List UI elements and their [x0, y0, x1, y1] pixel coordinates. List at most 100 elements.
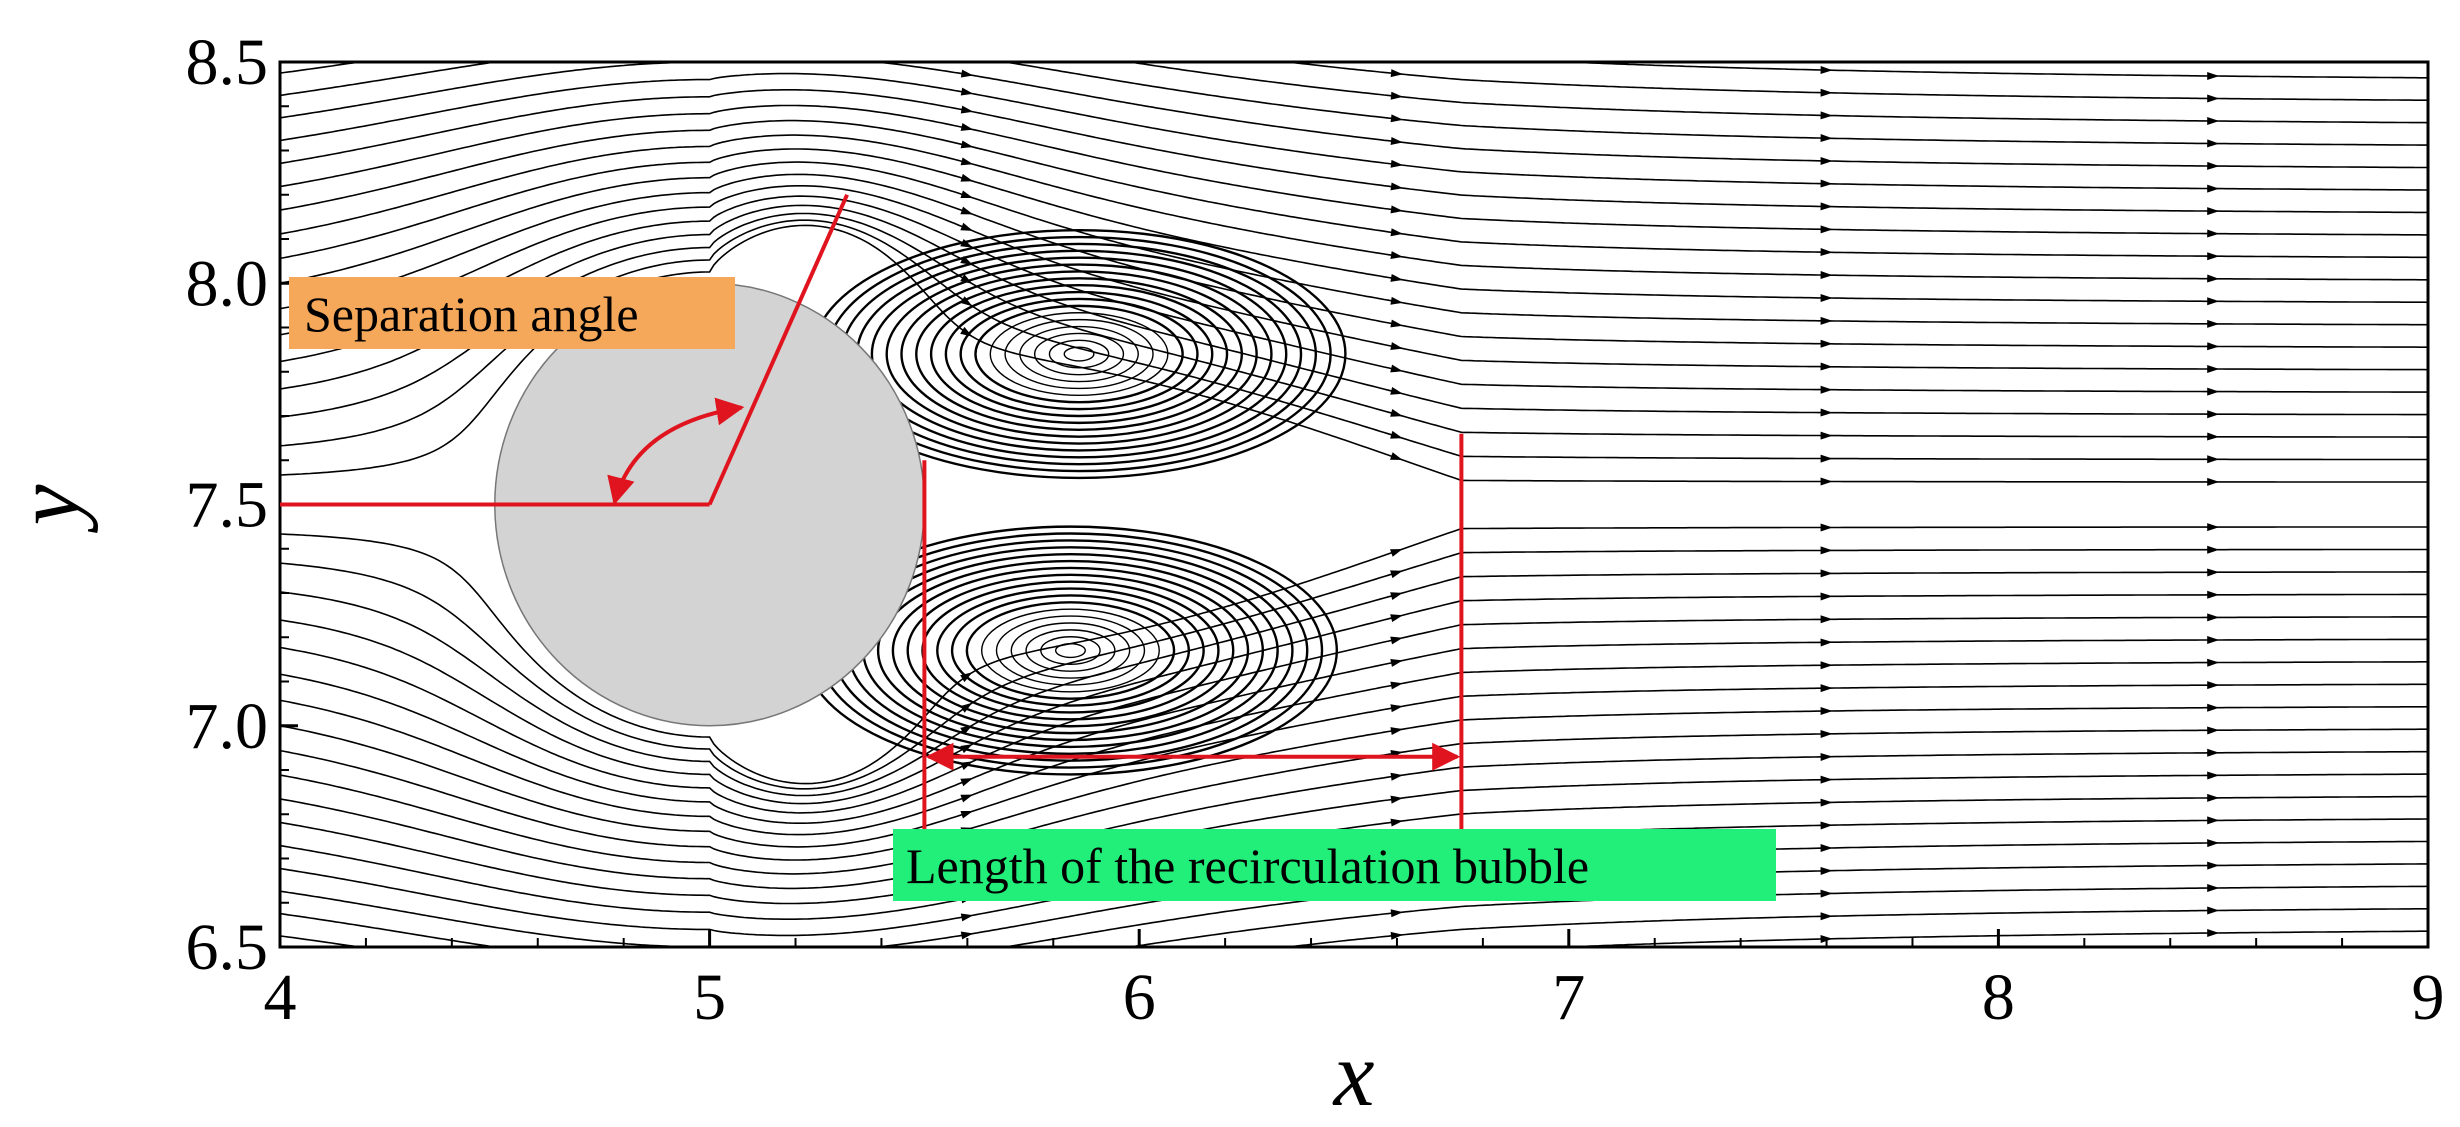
streamline-arrow — [1390, 614, 1403, 623]
streamline-arrow — [1820, 638, 1833, 647]
upper-vortex-ring — [870, 256, 1288, 452]
streamline-arrow — [2207, 568, 2220, 577]
y-axis: 6.5 7.0 7.5 8.0 8.5 — [186, 26, 298, 984]
streamline-arrow — [2207, 636, 2220, 644]
streamline-arrow — [1390, 772, 1403, 781]
streamline-arrow — [960, 87, 974, 96]
streamline-arrow — [1390, 570, 1403, 579]
streamline-arrow — [1390, 296, 1403, 305]
streamline-arrow — [1820, 592, 1833, 601]
streamline-arrow — [2207, 342, 2220, 351]
streamline-arrow — [2207, 771, 2220, 780]
streamline-arrow — [1390, 636, 1403, 645]
streamline-arrow — [2207, 139, 2220, 148]
streamline — [280, 173, 2428, 349]
streamline-arrow — [1390, 137, 1403, 145]
streamline — [280, 616, 2428, 814]
streamline-arrow — [2207, 929, 2220, 937]
lower-vortex-ring — [965, 601, 1176, 700]
streamline-arrow — [1820, 615, 1833, 624]
streamline-arrow — [2207, 951, 2219, 959]
streamline-arrow — [960, 105, 974, 114]
streamline-arrow — [2207, 726, 2220, 735]
streamline — [280, 593, 2428, 805]
streamline-arrow — [1820, 431, 1833, 440]
streamline-arrow — [1390, 273, 1403, 282]
streamline — [280, 89, 2428, 214]
streamline-arrow — [1390, 251, 1403, 259]
streamline-arrow — [1390, 319, 1403, 328]
streamline-arrow — [960, 157, 974, 166]
streamline-arrow — [1820, 477, 1833, 486]
streamline-arrow — [960, 794, 974, 803]
streamline-arrow — [1390, 228, 1403, 237]
upper-vortex-ring — [929, 284, 1229, 425]
streamline — [280, 62, 2428, 124]
y-tick-label: 7.5 — [186, 469, 269, 542]
streamline-arrow — [960, 238, 973, 248]
x-tick-label: 9 — [2412, 961, 2445, 1034]
recirculation-length-label: Length of the recirculation bubble — [906, 838, 1589, 894]
streamlines — [280, 0, 2428, 1033]
upper-vortex-ring — [974, 304, 1184, 404]
streamline-arrow — [1821, 43, 1833, 51]
streamline — [280, 795, 2428, 921]
upper-vortex-ring — [915, 277, 1244, 431]
streamline-arrow — [2207, 117, 2220, 125]
streamline-arrow — [2207, 681, 2220, 690]
streamline-arrow — [1820, 294, 1833, 302]
upper-vortex-ring — [1063, 346, 1095, 362]
streamline-arrow — [1820, 730, 1833, 739]
x-tick-label: 5 — [693, 961, 726, 1034]
streamline-arrow — [2207, 884, 2220, 892]
streamline-arrow — [1820, 889, 1833, 898]
lower-vortex-ring — [891, 566, 1250, 735]
lower-vortex-ring — [995, 615, 1146, 686]
streamline-arrow — [960, 296, 973, 307]
x-tick-label: 8 — [1982, 961, 2015, 1034]
streamline-arrow — [1820, 523, 1833, 532]
streamline-arrow — [1390, 592, 1403, 600]
streamline-arrow — [960, 913, 974, 922]
streamline-arrow — [2207, 590, 2220, 599]
streamline-arrow — [1390, 452, 1403, 460]
streamline-arrow — [1820, 775, 1833, 784]
streamline — [1549, 930, 2428, 947]
streamline-arrow — [1390, 182, 1403, 191]
streamline — [280, 638, 2428, 825]
streamline-arrow — [1390, 159, 1403, 168]
streamline-arrow — [2207, 229, 2220, 238]
streamline-arrow — [2207, 703, 2220, 712]
streamline-arrow — [2207, 613, 2220, 622]
annotation-marks — [280, 193, 1464, 846]
streamline — [280, 526, 2428, 785]
streamline-arrow — [1820, 65, 1833, 74]
streamline — [280, 885, 2428, 947]
x-tick-label: 4 — [264, 961, 297, 1034]
streamline-arrow — [961, 986, 974, 995]
streamline-arrow — [1820, 707, 1833, 715]
streamline — [1281, 62, 2428, 101]
streamline-arrow — [1391, 976, 1404, 985]
streamline-arrow — [1820, 316, 1833, 325]
streamline-arrow — [1390, 69, 1403, 78]
streamline-arrow — [1820, 157, 1833, 165]
upper-vortex-ring — [1004, 318, 1154, 390]
streamline — [280, 148, 2428, 304]
streamline — [280, 72, 2428, 191]
streamline-arrow — [1820, 88, 1833, 97]
streamline-arrow — [960, 778, 973, 787]
lower-vortex-ring — [1054, 642, 1086, 659]
streamline — [280, 195, 2428, 393]
streamline-arrow — [1820, 866, 1833, 875]
streamline-arrow — [960, 140, 974, 149]
streamline-arrow — [961, 1024, 974, 1033]
x-axis: 4 5 6 7 8 9 — [264, 929, 2445, 1034]
x-tick-label: 6 — [1123, 961, 1156, 1034]
streamline-arrow — [1820, 798, 1833, 807]
streamline — [1549, 62, 2428, 79]
lower-vortex-ring — [936, 587, 1205, 714]
streamline-arrow — [1390, 727, 1403, 736]
streamline-arrow — [961, 0, 974, 4]
lower-vortex-ring — [950, 594, 1191, 707]
